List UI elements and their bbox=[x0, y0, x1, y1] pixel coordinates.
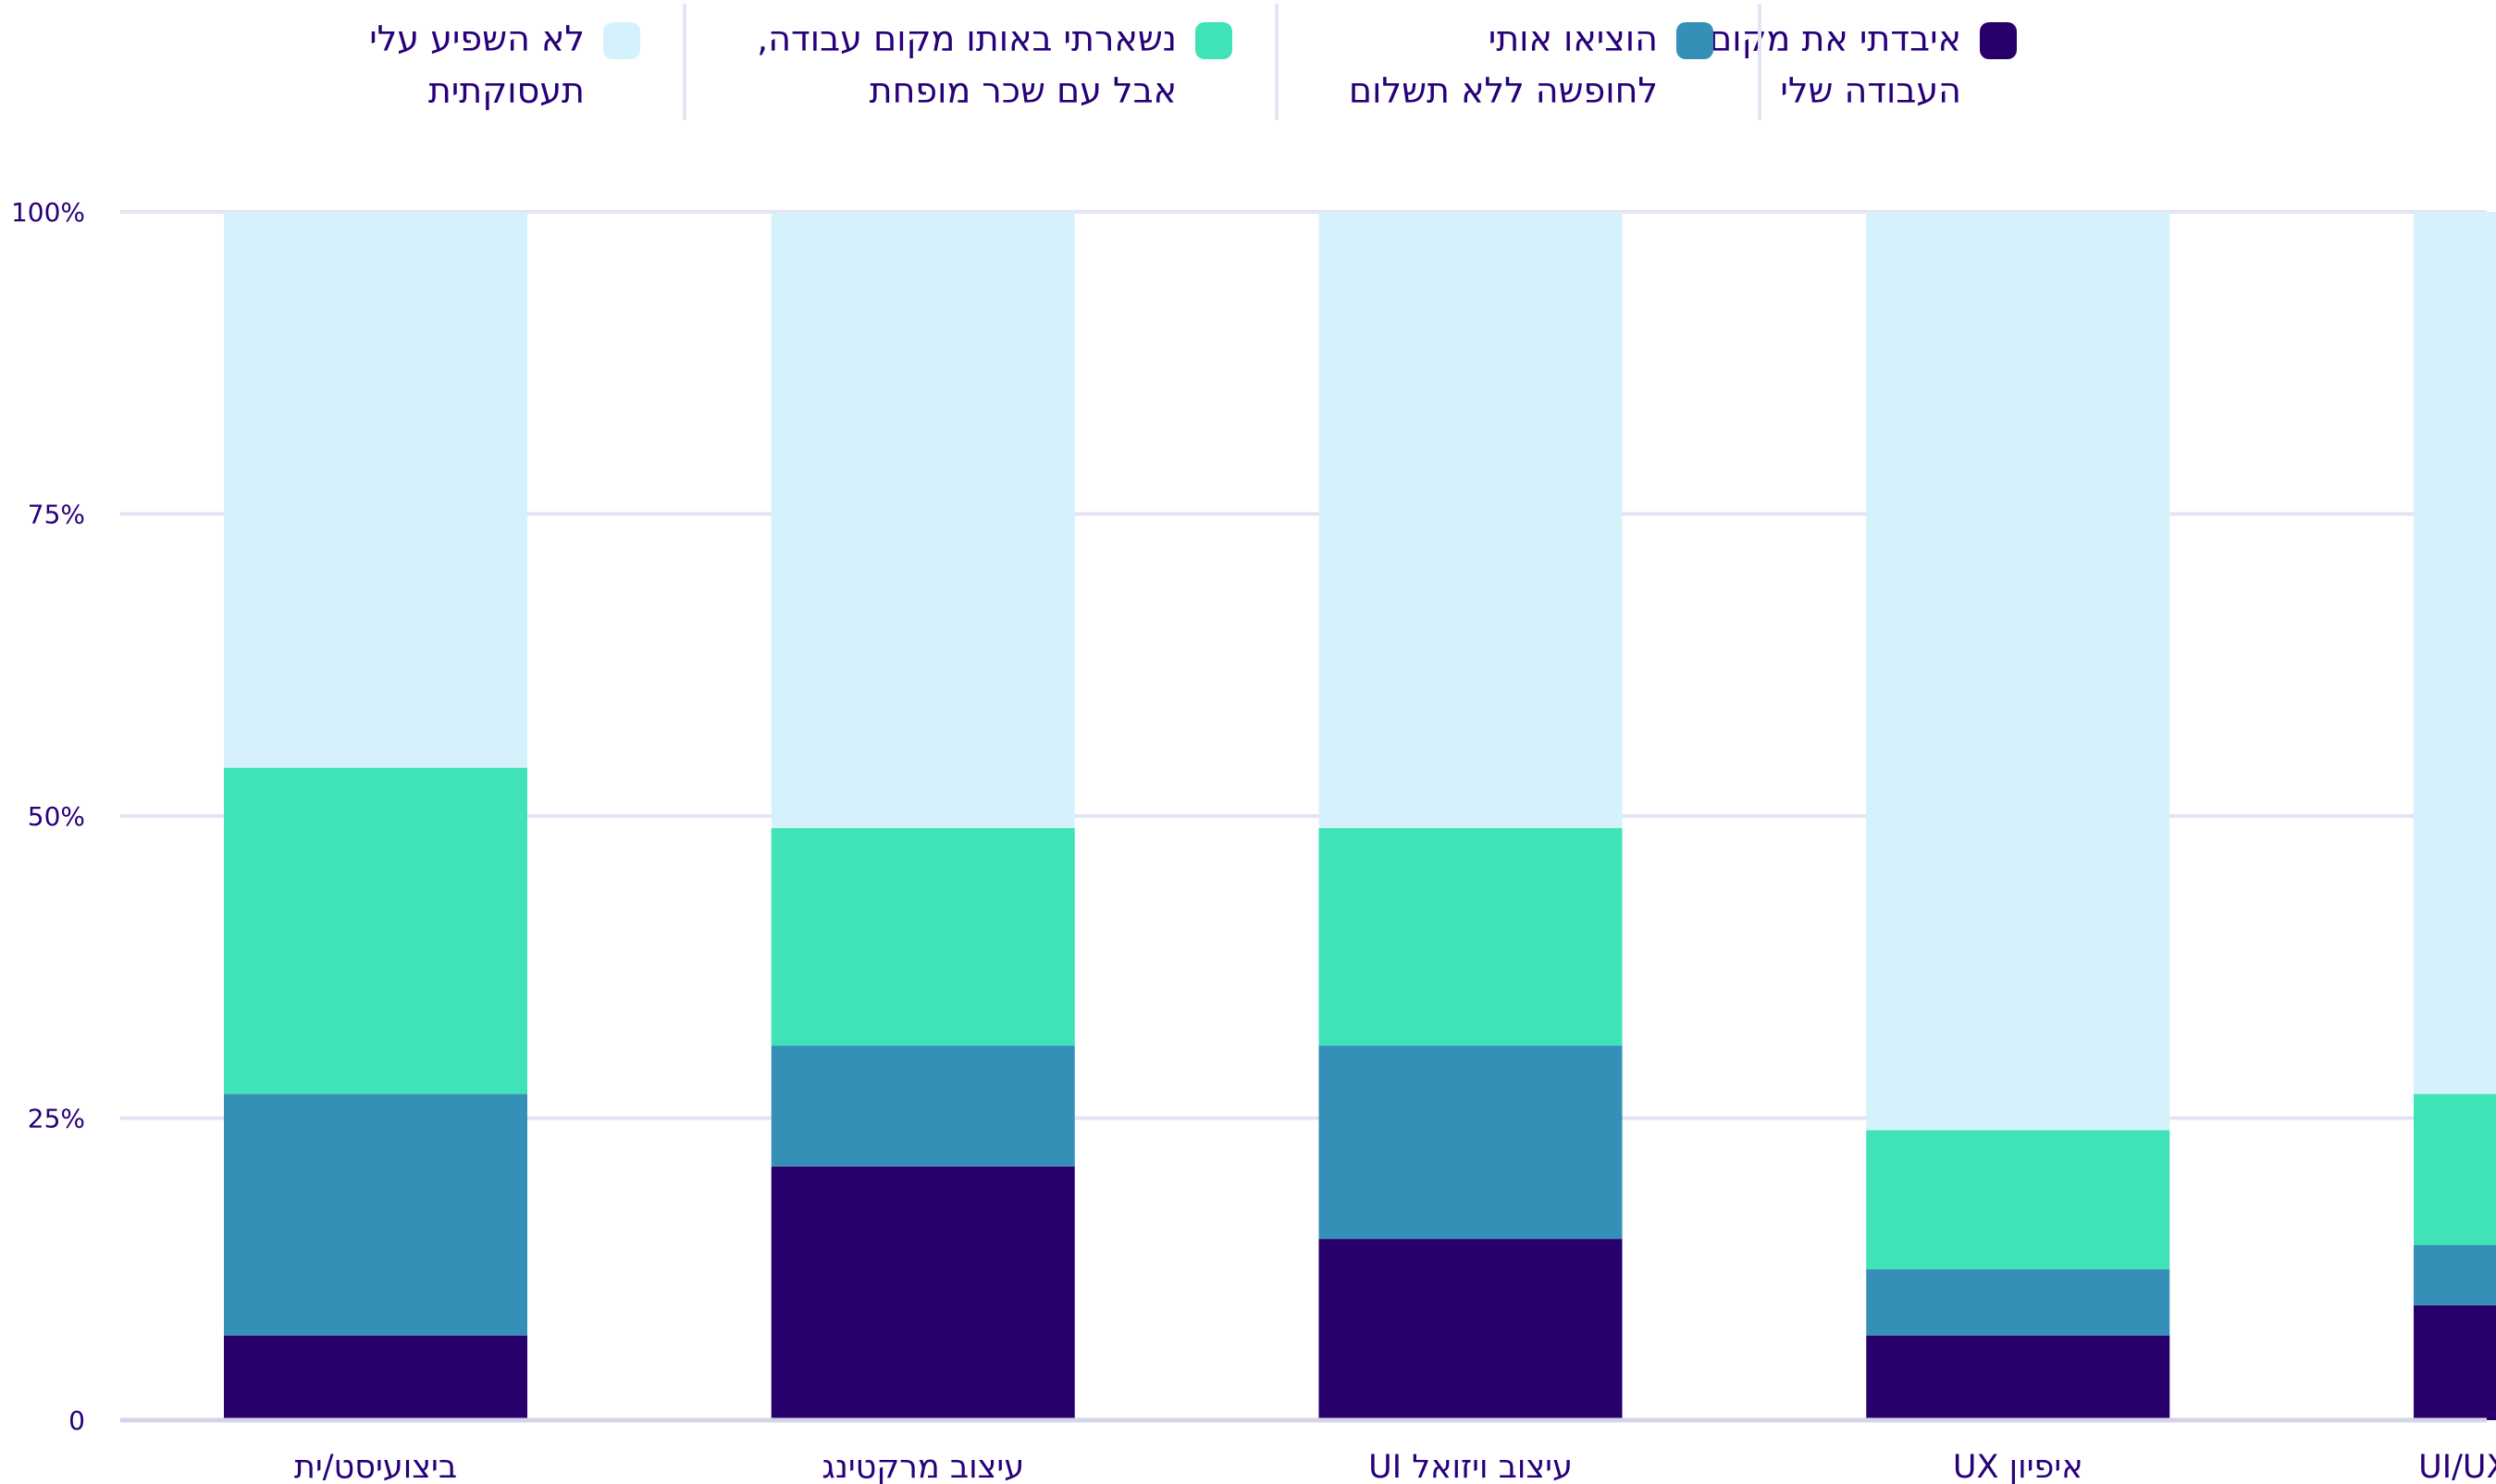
bar-segment bbox=[1866, 1130, 2170, 1269]
legend-label-reduced-salary: נשארתי באותו מקום עבודה, אבל עם שכר מופח… bbox=[757, 19, 1177, 111]
legend-swatch-reduced-salary bbox=[1195, 22, 1232, 59]
legend-item-reduced-salary: נשארתי באותו מקום עבודה, אבל עם שכר מופח… bbox=[714, 13, 1232, 124]
bar-segment bbox=[771, 212, 1075, 829]
axes: 0 25% 50% 75% 100% ביצועיסט/ית עיצוב מרקטינג עי… bbox=[11, 197, 2496, 1484]
bar-segment bbox=[2414, 1305, 2496, 1420]
bar-segment bbox=[1866, 212, 2170, 1131]
legend-swatch-unpaid-leave bbox=[1676, 22, 1713, 59]
bar-segment bbox=[1318, 828, 1623, 1046]
legend-swatch-lost-job bbox=[1980, 22, 2017, 59]
x-category-label: ביצועיסט/ית bbox=[294, 1449, 457, 1484]
bar-segment bbox=[771, 1045, 1075, 1167]
legend-swatch-not-affected bbox=[603, 22, 640, 59]
legend-label-lost-job: איבדתי את מקום העבודה שלי bbox=[1709, 19, 1961, 111]
bar-segment bbox=[1318, 212, 1623, 829]
bar-segment bbox=[2414, 1244, 2496, 1305]
y-tick-label: 100% bbox=[11, 197, 85, 228]
bar-segment bbox=[771, 828, 1075, 1046]
y-tick-label: 0 bbox=[68, 1405, 85, 1436]
bar-segment bbox=[224, 1094, 527, 1336]
bars bbox=[224, 212, 2496, 1420]
bar-segment bbox=[771, 1166, 1075, 1420]
chart-legend: איבדתי את מקום העבודה שלי הוציאו אותי לח… bbox=[0, 0, 2496, 130]
bar-segment bbox=[1866, 1335, 2170, 1420]
bar-segment bbox=[224, 212, 527, 768]
x-category-label: עיצוב מרקטינג bbox=[822, 1449, 1024, 1484]
legend-item-not-affected: לא השפיע עלי תעסוקתית bbox=[270, 13, 640, 124]
legend-item-unpaid-leave: הוציאו אותי לחופשה ללא תשלום bbox=[1288, 13, 1713, 124]
bar-segment bbox=[2414, 1094, 2496, 1245]
bar-segment bbox=[2414, 212, 2496, 1094]
y-tick-label: 50% bbox=[28, 801, 85, 832]
bar-segment bbox=[224, 1335, 527, 1420]
x-category-label: איפיון UX bbox=[1953, 1449, 2083, 1484]
bar-segment bbox=[1318, 1045, 1623, 1240]
legend-label-not-affected: לא השפיע עלי תעסוקתית bbox=[369, 19, 585, 111]
legend-label-unpaid-leave: הוציאו אותי לחופשה ללא תשלום bbox=[1348, 19, 1658, 111]
legend-item-lost-job: איבדתי את מקום העבודה שלי bbox=[1647, 13, 2017, 124]
legend-divider bbox=[1758, 4, 1761, 120]
legend-divider bbox=[1275, 4, 1279, 120]
x-category-label: עיצוב ויזואל UI bbox=[1368, 1449, 1573, 1484]
bar-segment bbox=[1318, 1239, 1623, 1420]
legend-divider bbox=[683, 4, 686, 120]
x-category-label: עיצוב פרודקט UI/UX bbox=[2418, 1449, 2496, 1484]
bar-segment bbox=[224, 767, 527, 1094]
y-tick-label: 75% bbox=[28, 500, 85, 530]
bar-segment bbox=[1866, 1268, 2170, 1336]
y-tick-label: 25% bbox=[28, 1104, 85, 1134]
